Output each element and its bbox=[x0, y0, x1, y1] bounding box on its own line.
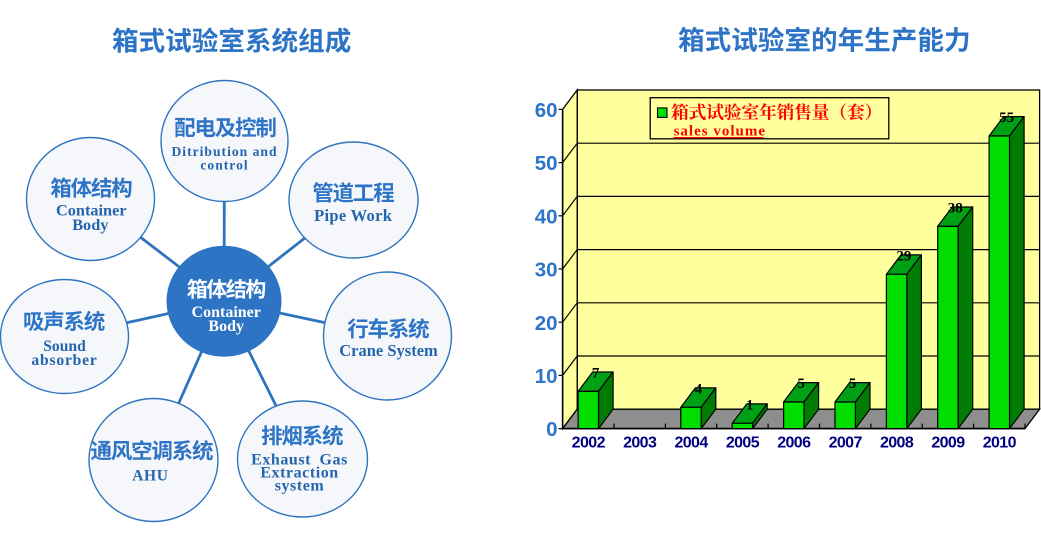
svg-text:Exhaust Gas: Exhaust Gas bbox=[251, 451, 348, 468]
svg-text:Container: Container bbox=[192, 304, 261, 321]
svg-text:Extraction: Extraction bbox=[260, 465, 338, 482]
svg-text:Body: Body bbox=[208, 318, 244, 335]
svg-text:1: 1 bbox=[746, 397, 754, 413]
svg-text:50: 50 bbox=[535, 152, 558, 175]
svg-text:Crane System: Crane System bbox=[339, 341, 438, 360]
svg-text:Pipe Work: Pipe Work bbox=[314, 206, 393, 225]
svg-text:AHU: AHU bbox=[132, 468, 168, 485]
svg-text:20: 20 bbox=[535, 312, 558, 335]
svg-text:Sound: Sound bbox=[43, 338, 86, 355]
svg-text:4: 4 bbox=[695, 381, 703, 397]
svg-text:10: 10 bbox=[535, 365, 558, 388]
svg-text:38: 38 bbox=[948, 201, 963, 217]
svg-text:5: 5 bbox=[797, 376, 805, 392]
svg-text:2009: 2009 bbox=[931, 435, 965, 452]
svg-text:7: 7 bbox=[592, 365, 600, 381]
svg-text:Body: Body bbox=[72, 215, 108, 234]
svg-text:5: 5 bbox=[849, 376, 857, 392]
svg-text:sales volume: sales volume bbox=[674, 124, 766, 140]
svg-text:2002: 2002 bbox=[572, 435, 606, 452]
svg-text:40: 40 bbox=[535, 205, 558, 228]
svg-text:2004: 2004 bbox=[674, 435, 708, 452]
svg-text:Container: Container bbox=[56, 201, 127, 220]
svg-text:control: control bbox=[200, 157, 248, 172]
svg-text:2008: 2008 bbox=[880, 435, 914, 452]
svg-text:29: 29 bbox=[896, 248, 911, 264]
svg-text:2003: 2003 bbox=[623, 435, 657, 452]
svg-text:55: 55 bbox=[999, 110, 1014, 126]
svg-text:30: 30 bbox=[535, 259, 558, 282]
svg-text:absorber: absorber bbox=[31, 352, 97, 369]
svg-text:2006: 2006 bbox=[777, 435, 811, 452]
svg-text:2007: 2007 bbox=[829, 435, 863, 452]
svg-text:Ditribution and: Ditribution and bbox=[171, 144, 277, 159]
svg-text:2010: 2010 bbox=[983, 435, 1017, 452]
svg-text:0: 0 bbox=[546, 418, 557, 441]
svg-text:60: 60 bbox=[535, 99, 558, 122]
svg-text:2005: 2005 bbox=[726, 435, 760, 452]
svg-text:system: system bbox=[275, 478, 325, 495]
